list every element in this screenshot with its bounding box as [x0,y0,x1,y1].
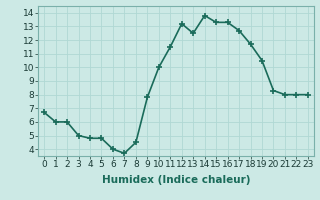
X-axis label: Humidex (Indice chaleur): Humidex (Indice chaleur) [102,175,250,185]
